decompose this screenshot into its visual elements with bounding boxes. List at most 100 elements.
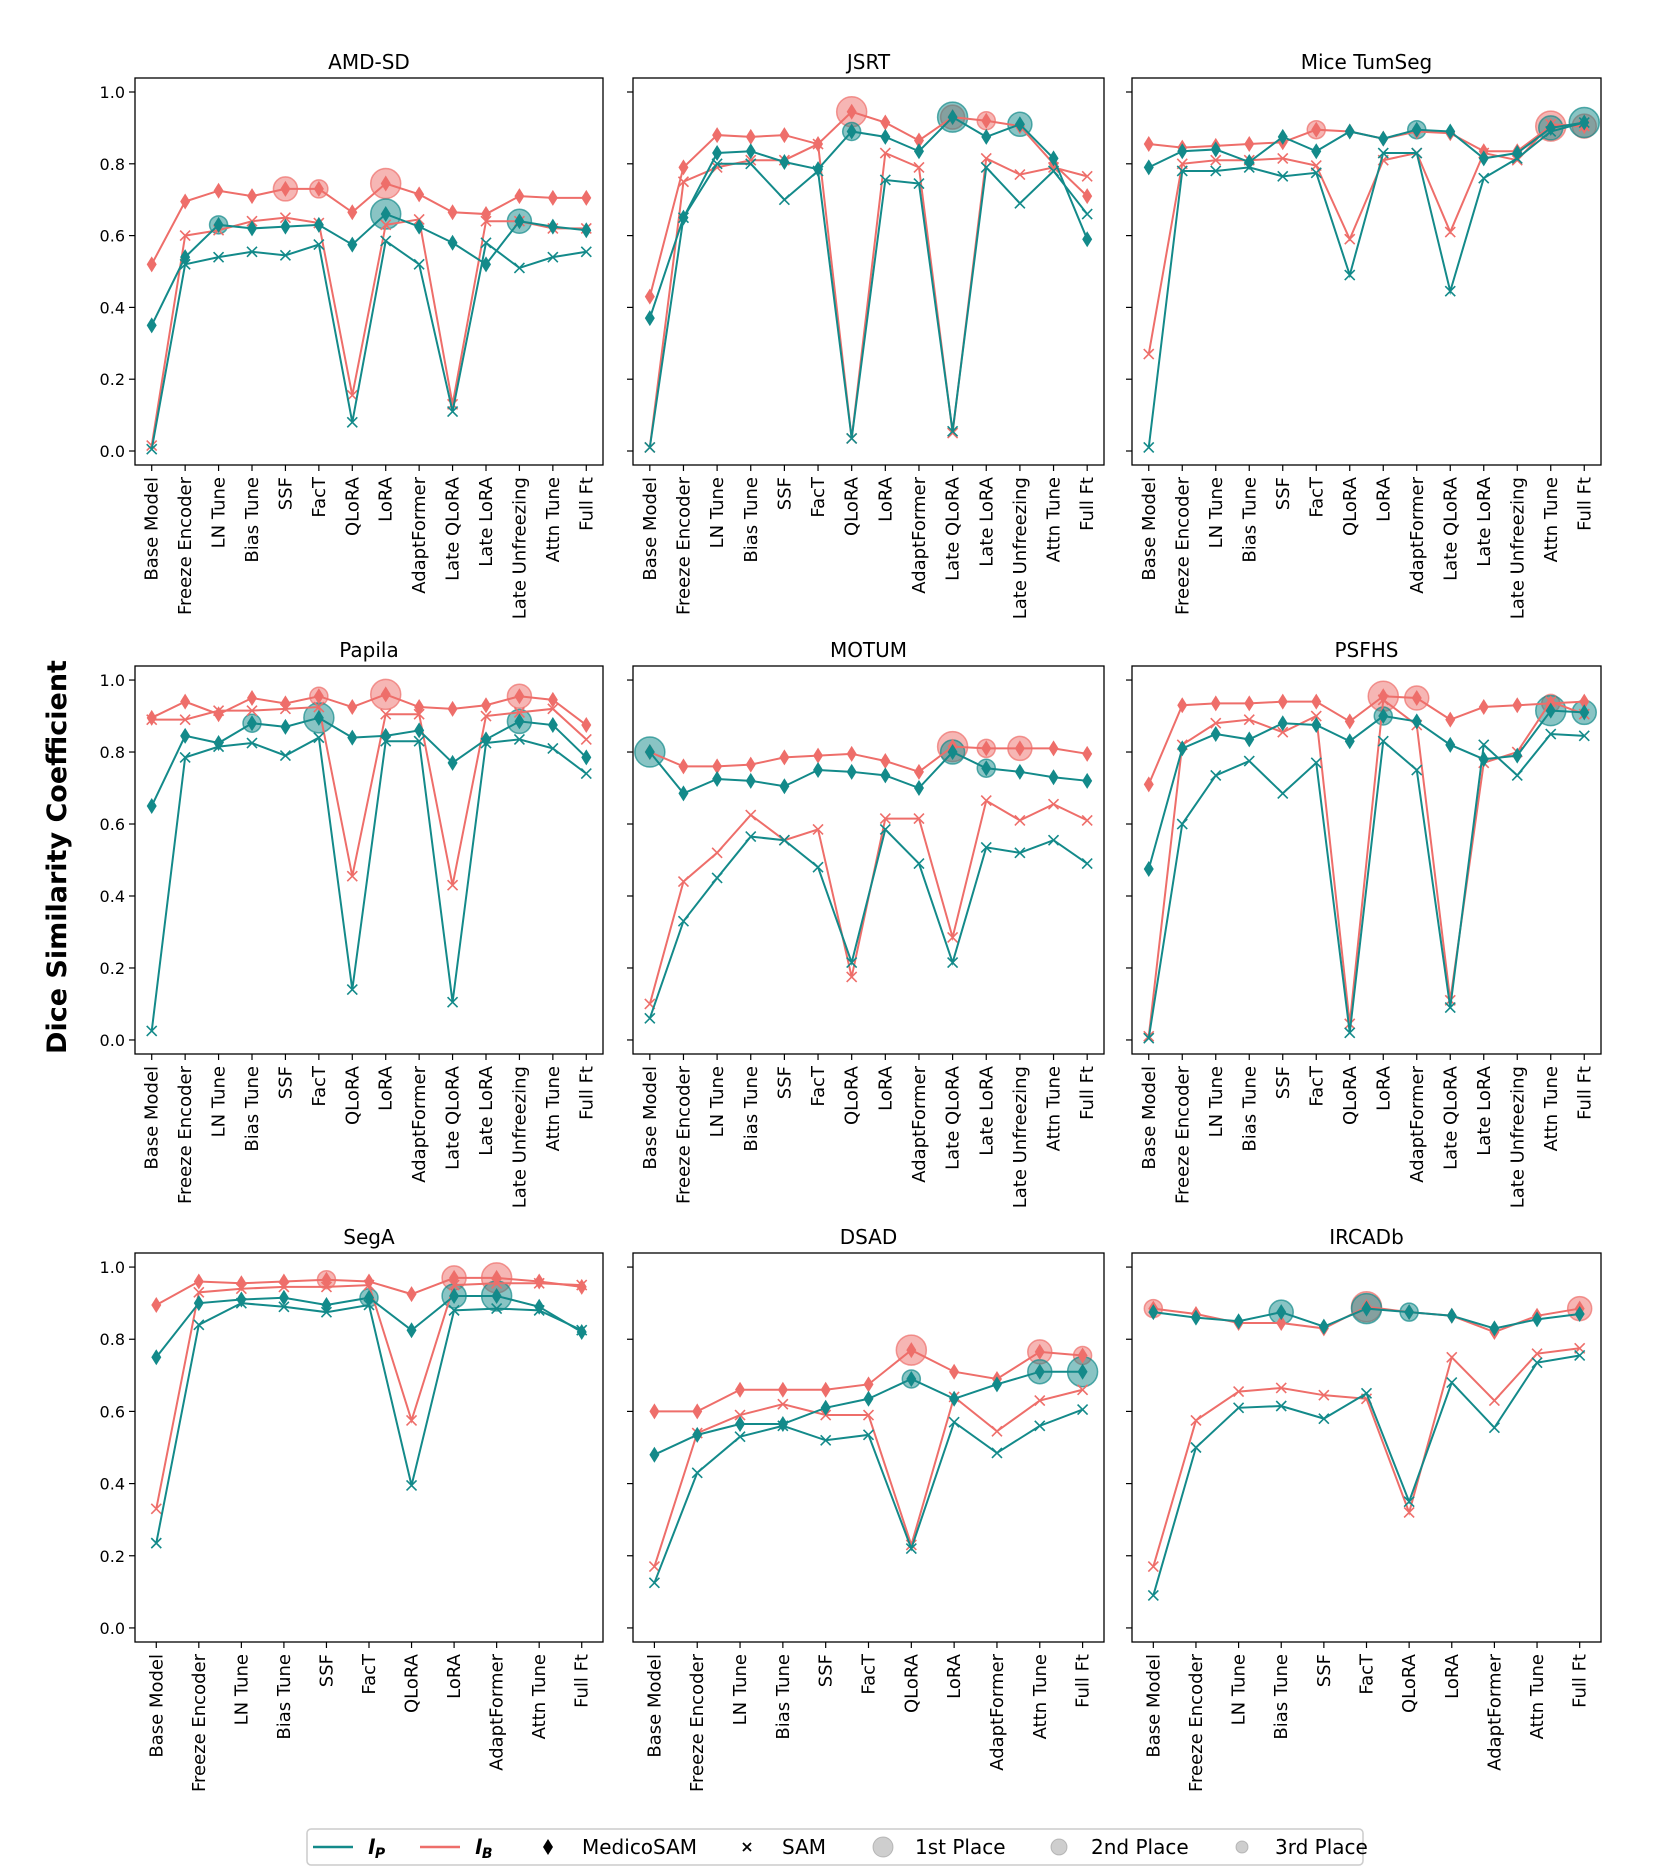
y-tick-label: 0.2 <box>100 959 125 978</box>
point-lp-medicosam <box>846 123 857 140</box>
point-lp-medicosam <box>247 220 257 237</box>
point-lp-sam <box>279 750 291 762</box>
point-lb-sam <box>913 161 925 173</box>
x-tick-label: Late Unfreezing <box>1507 1066 1528 1208</box>
x-tick-label: AdaptFormer <box>1407 1065 1428 1182</box>
series-line-lb-medicosam <box>150 182 587 265</box>
point-lp-medicosam <box>947 109 958 126</box>
point-lb-medicosam <box>1177 697 1188 714</box>
point-lb-sam <box>1444 226 1456 238</box>
x-tick-label: Freeze Encoder <box>673 476 694 615</box>
point-lp-sam <box>913 858 925 870</box>
point-lp-sam <box>193 1319 205 1331</box>
point-lb-sam <box>380 708 392 720</box>
x-tick-label: Late QLoRA <box>943 1065 964 1170</box>
point-lp-medicosam <box>576 1324 587 1341</box>
point-lp-medicosam <box>779 154 790 171</box>
point-lb-sam <box>1233 1386 1245 1398</box>
y-tick-label: 0.4 <box>100 298 125 317</box>
point-lb-medicosam <box>735 1381 746 1398</box>
series-line-lb-medicosam <box>151 693 587 726</box>
point-lb-sam <box>1403 1506 1415 1519</box>
point-lp-medicosam <box>981 128 992 145</box>
point-lb-sam <box>1277 152 1289 164</box>
point-lb-medicosam <box>151 1296 162 1313</box>
plot-frame <box>632 1252 1105 1643</box>
point-lp-sam <box>1233 1402 1245 1414</box>
point-lb-sam <box>879 147 891 159</box>
point-lp-medicosam <box>949 1390 960 1407</box>
point-lp-medicosam <box>1378 708 1389 725</box>
point-lp-medicosam <box>1445 736 1456 753</box>
point-lp-sam <box>580 768 592 780</box>
point-lp-sam <box>1034 1420 1046 1432</box>
point-lb-medicosam <box>649 1403 660 1420</box>
legend-second-place-icon <box>1050 1838 1068 1856</box>
point-lb-sam <box>745 809 757 821</box>
point-lb-sam <box>1190 1414 1202 1427</box>
x-tick-label: Attn Tune <box>1044 477 1065 562</box>
point-lb-medicosam <box>534 1273 545 1290</box>
series-line-lp-sam <box>1147 121 1585 448</box>
x-tick-label: Base Model <box>1143 1654 1164 1758</box>
point-lb-medicosam <box>514 688 525 705</box>
point-lp-medicosam <box>712 771 723 788</box>
point-lb-sam <box>279 212 291 224</box>
legend-frame <box>306 1828 1364 1866</box>
point-lb-sam <box>1081 814 1093 826</box>
x-tick-label: Attn Tune <box>543 1066 564 1151</box>
x-tick-label: Freeze Encoder <box>175 1065 196 1204</box>
x-tick-label: Late Unfreezing <box>1010 1066 1031 1208</box>
series-line-lb-sam <box>648 799 1088 1005</box>
point-lp-medicosam <box>1411 121 1422 138</box>
point-lp-sam <box>513 262 525 274</box>
point-lp-medicosam <box>581 749 592 766</box>
point-lp-sam <box>691 1467 703 1479</box>
point-lp-sam <box>480 237 492 249</box>
point-lb-medicosam <box>313 688 324 705</box>
point-lp-medicosam <box>1082 231 1093 248</box>
x-tick-label: Full Ft <box>572 1654 593 1708</box>
point-lb-sam <box>947 931 959 943</box>
x-tick-label: AdaptFormer <box>1407 476 1428 593</box>
point-lb-medicosam <box>949 1363 960 1380</box>
point-lb-sam <box>1344 233 1356 245</box>
point-lb-sam <box>980 795 992 807</box>
point-lp-medicosam <box>692 1426 703 1443</box>
x-tick-label: QLoRA <box>1340 476 1361 536</box>
chart-sega: SegA 0.0 0.2 0.4 0.6 0.8 1.0 Base Model Freeze E… <box>100 1225 604 1792</box>
point-lb-medicosam <box>481 206 491 223</box>
point-lb-sam <box>346 870 358 882</box>
point-lp-medicosam <box>1404 1304 1415 1321</box>
panels: AMD-SD 0.0 0.2 0.4 0.6 0.8 1.0 Base Model Freeze… <box>100 50 1602 1792</box>
point-lp-sam <box>1488 1422 1500 1434</box>
x-tick-label: Late Unfreezing <box>509 1066 530 1208</box>
series-line-lb-sam <box>653 1388 1083 1567</box>
x-tick-label: LoRA <box>444 1653 465 1699</box>
point-lp-medicosam <box>745 143 756 160</box>
point-lp-medicosam <box>1077 1363 1088 1380</box>
point-lb-medicosam <box>1082 188 1093 205</box>
point-lp-medicosam <box>906 1370 917 1387</box>
x-tick-label: QLoRA <box>842 476 863 536</box>
point-lb-sam <box>1077 1384 1089 1396</box>
x-tick-label: Late LoRA <box>476 476 497 566</box>
point-lp-sam <box>1403 1496 1415 1508</box>
point-lp-medicosam <box>347 236 358 253</box>
point-lp-sam <box>413 735 425 747</box>
legend: lP lB MedicoSAM SAM 1st Place 2nd Place … <box>306 1828 1368 1866</box>
x-tick-label: Attn Tune <box>1541 1066 1562 1151</box>
point-lp-sam <box>648 1577 660 1589</box>
chart-amd-sd: AMD-SD 0.0 0.2 0.4 0.6 0.8 1.0 Base Model Freeze… <box>100 50 604 619</box>
point-lp-medicosam <box>678 785 689 802</box>
point-lp-sam <box>745 158 757 170</box>
series-line-lb-sam <box>1147 697 1585 1037</box>
point-lb-sam <box>380 219 392 231</box>
point-lp-medicosam <box>846 763 857 780</box>
point-lp-medicosam <box>280 218 291 235</box>
point-lb-medicosam <box>280 695 291 712</box>
point-lb-sam <box>1531 1348 1543 1360</box>
x-tick-label: LoRA <box>376 1065 397 1111</box>
x-tick-label: QLoRA <box>901 1653 922 1713</box>
point-lb-medicosam <box>414 699 425 716</box>
